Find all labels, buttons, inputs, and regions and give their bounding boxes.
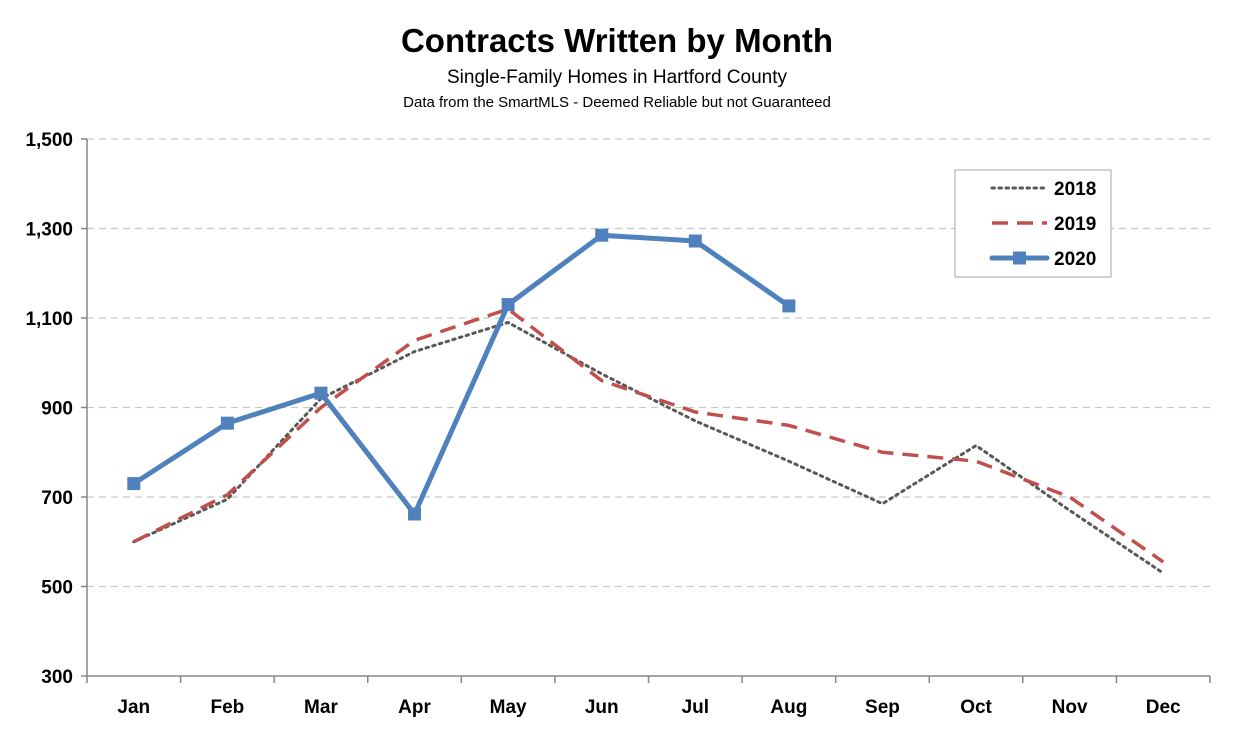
x-tick-label: Jul (682, 697, 709, 718)
y-tick-label: 900 (41, 399, 73, 420)
x-tick-label: Jan (117, 697, 150, 718)
chart-title: Contracts Written by Month (401, 22, 833, 59)
series-line-2020 (131, 232, 792, 517)
axes: 300 500 700 900 1,100 1,300 1,500 Jan Feb Mar Apr M… (25, 130, 1211, 718)
y-tick-label: 1,100 (25, 309, 73, 330)
data-point-2020-Aug (782, 299, 796, 313)
data-point-2020-Jul (688, 234, 702, 248)
y-tick-label: 700 (41, 488, 73, 509)
chart-subtitle: Single-Family Homes in Hartford County (447, 67, 788, 88)
data-point-2020-Apr (408, 507, 422, 521)
data-point-2020-Mar (314, 386, 328, 400)
data-point-2020-Feb (220, 416, 234, 430)
legend-label-2018: 2018 (1054, 179, 1096, 200)
x-tick-label: Apr (398, 697, 431, 718)
data-point-2020-May (501, 298, 515, 312)
x-tick-label: Mar (304, 697, 338, 718)
x-tick-label: Feb (210, 697, 244, 718)
series-line-2019 (133, 307, 1165, 564)
series-group (127, 228, 1165, 575)
legend-label-2020: 2020 (1054, 249, 1096, 270)
legend: 2018 2019 2020 (954, 169, 1112, 278)
x-tick-label: Sep (865, 697, 900, 718)
data-point-2020-Jun (595, 228, 609, 242)
legend-marker-2020 (1013, 251, 1026, 265)
data-point-2020-Jan (127, 477, 141, 491)
y-tick-label: 300 (41, 667, 73, 688)
x-tick-label: Oct (960, 697, 992, 718)
series-line-2018 (132, 320, 1165, 575)
x-tick-label: Nov (1052, 697, 1088, 718)
chart-note: Data from the SmartMLS - Deemed Reliable… (403, 94, 831, 111)
x-tick-label: Dec (1146, 697, 1181, 718)
x-tick-label: Aug (770, 697, 807, 718)
x-tick-label: Jun (585, 697, 619, 718)
x-tick-label: May (490, 697, 527, 718)
y-tick-label: 1,300 (25, 220, 73, 241)
legend-label-2019: 2019 (1054, 214, 1096, 235)
y-tick-label: 1,500 (25, 130, 73, 151)
y-tick-label: 500 (41, 578, 73, 599)
